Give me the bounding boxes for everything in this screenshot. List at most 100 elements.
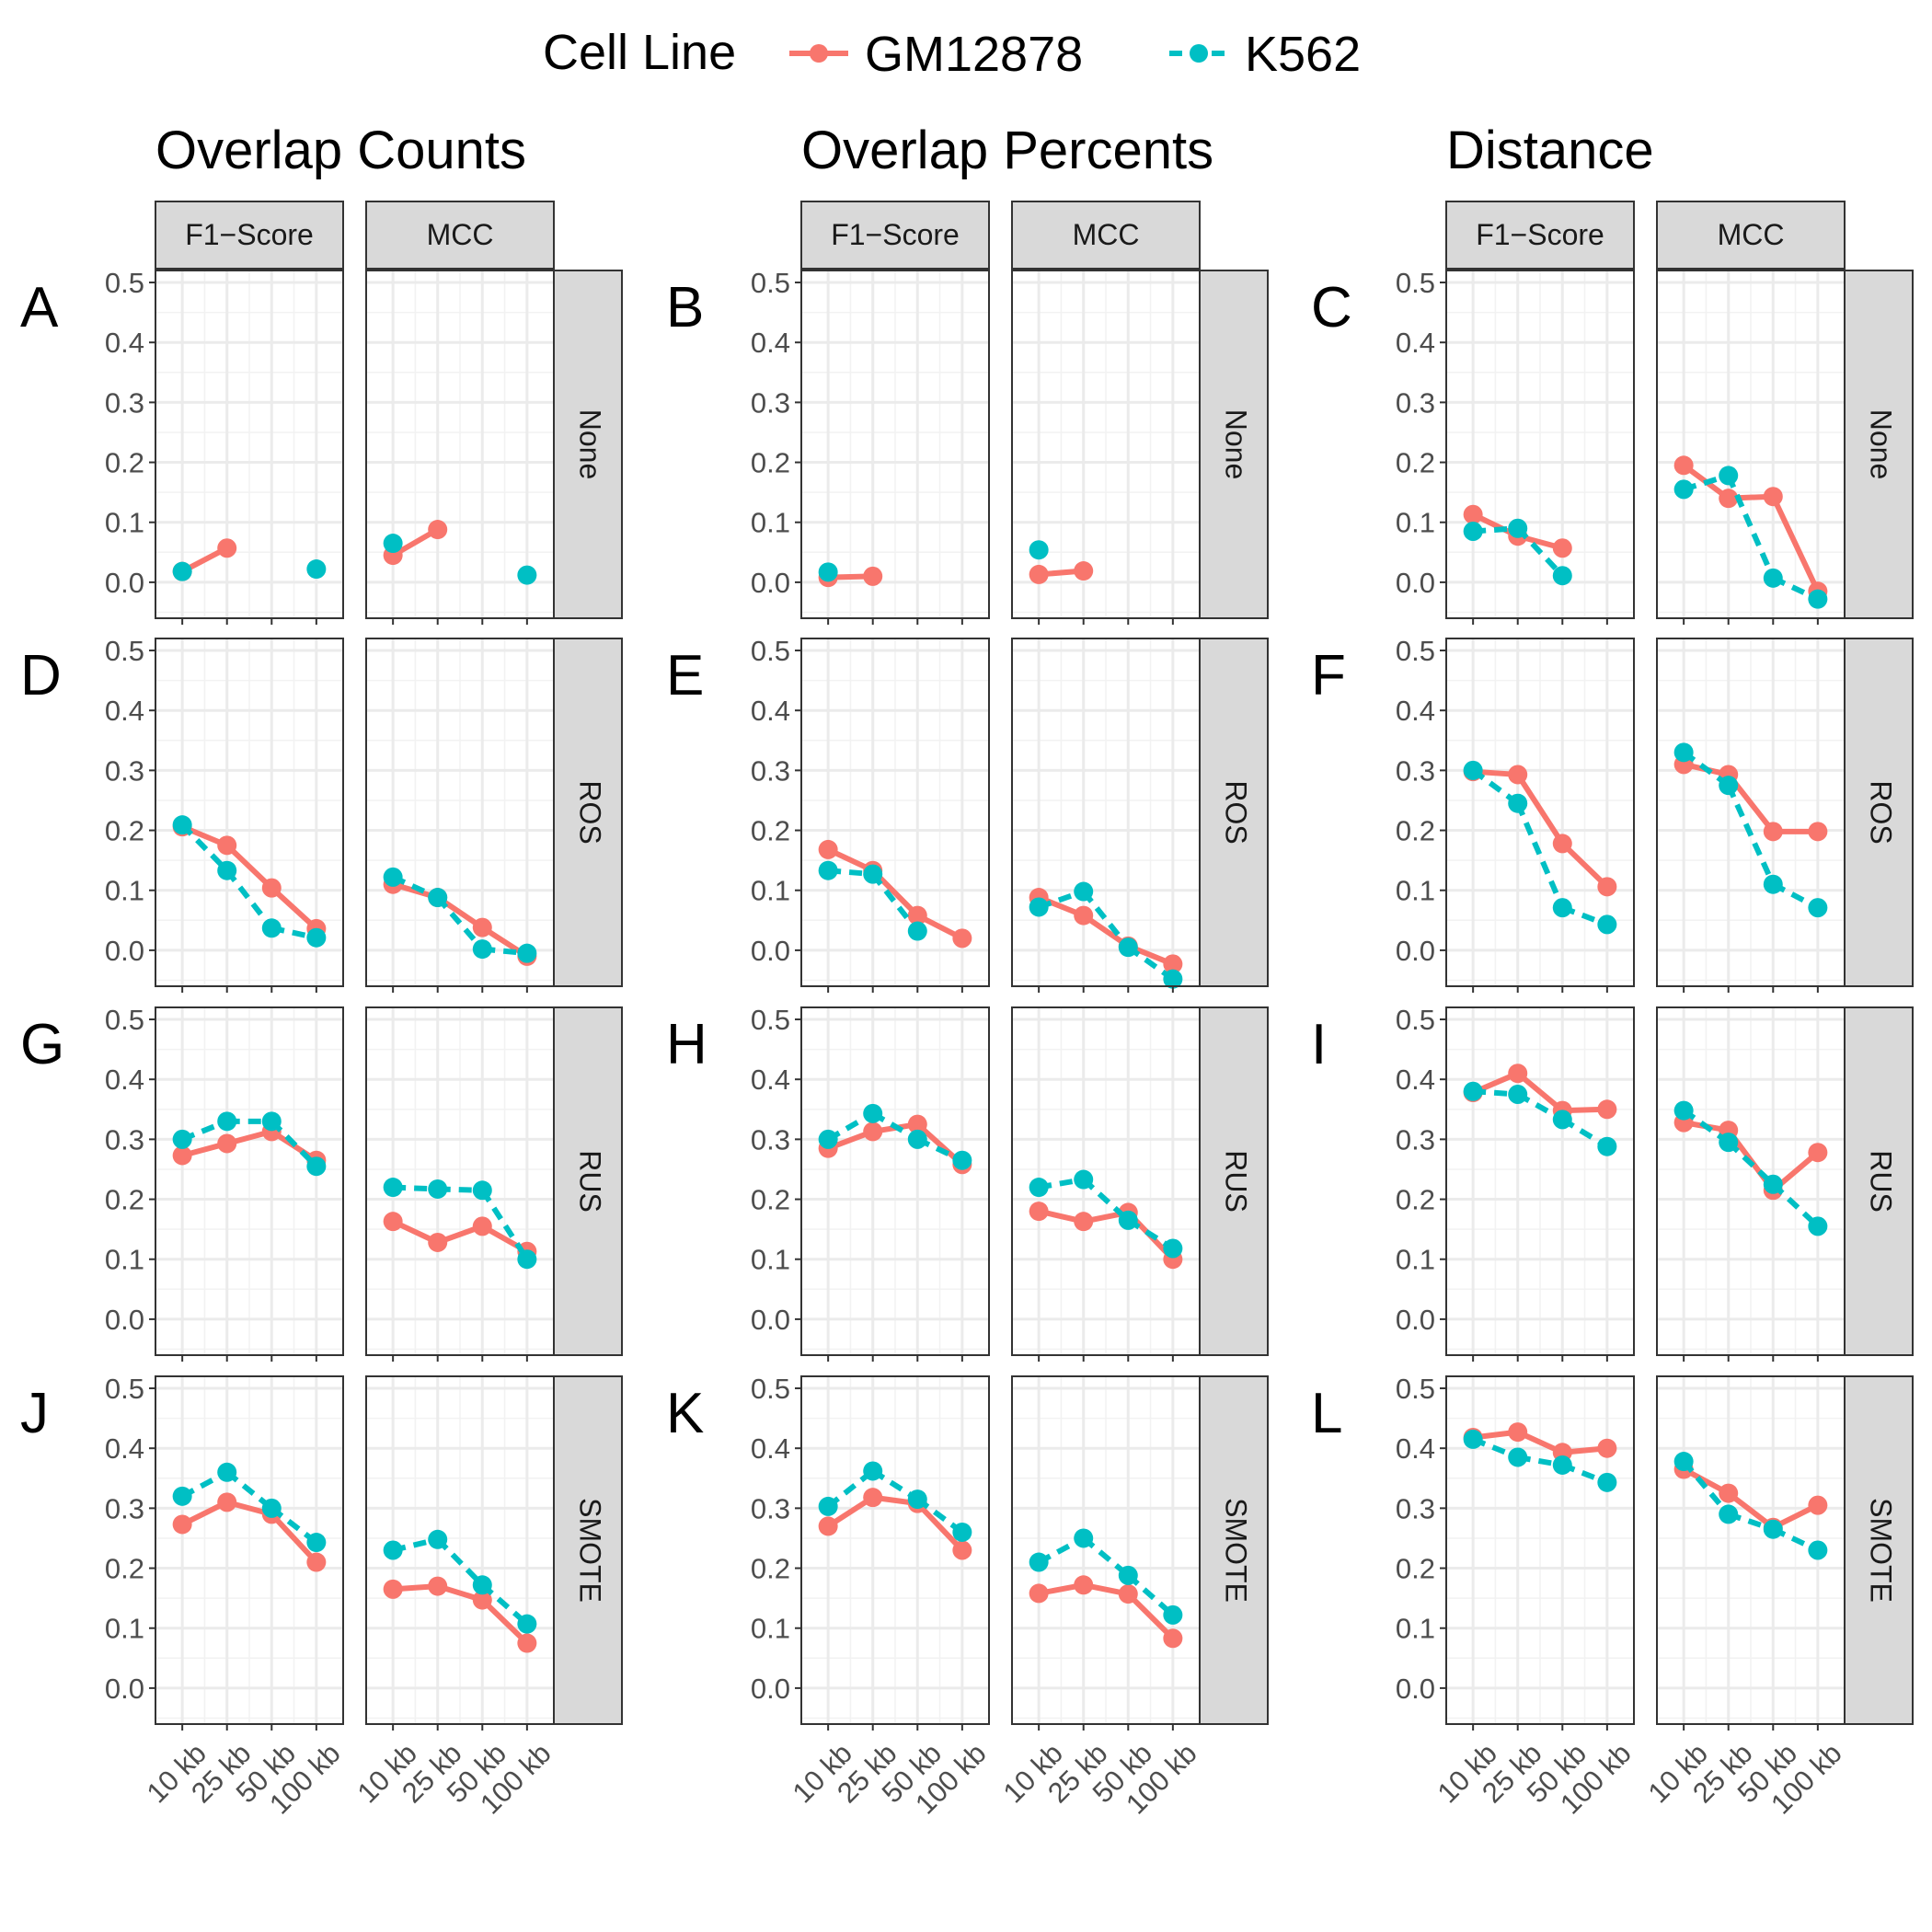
row-strip: [553, 270, 623, 619]
data-point: [1808, 1216, 1828, 1236]
series-k562: [818, 1461, 972, 1542]
data-point: [517, 565, 537, 585]
y-tick-label: 0.4: [105, 327, 144, 359]
series-k562: [1463, 1081, 1617, 1156]
data-point: [1763, 874, 1783, 894]
panel: [1011, 270, 1201, 625]
series-line-segment: [1560, 841, 1609, 889]
y-tick-label: 0.5: [751, 635, 790, 667]
data-point: [1074, 905, 1094, 926]
panel-border: [800, 1006, 990, 1356]
panel-border: [155, 1006, 344, 1356]
data-point: [1597, 1472, 1617, 1492]
series-k562: [383, 1178, 537, 1270]
data-point: [818, 1516, 838, 1536]
data-point: [472, 1575, 492, 1595]
data-point: [818, 1496, 838, 1516]
y-tick-label: 0.3: [751, 1123, 790, 1156]
data-point: [1074, 1528, 1094, 1548]
data-point: [1673, 1452, 1694, 1472]
series-line-segment: [1515, 526, 1565, 578]
series-line-segment: [870, 872, 920, 933]
group-2: Distance F1−Score MCC: [1445, 121, 1846, 270]
y-tick-label: 0.4: [1396, 695, 1435, 727]
data-point: [818, 839, 838, 859]
y-tick-label: 0.4: [1396, 327, 1435, 359]
series-k562: [818, 1103, 972, 1170]
data-point: [261, 1498, 282, 1518]
y-tick-label: 0.3: [105, 754, 144, 787]
data-point: [1719, 1133, 1739, 1153]
data-point: [1673, 479, 1694, 500]
y-tick-label: 0.0: [1396, 1304, 1435, 1336]
panel-letter: L: [1311, 1382, 1342, 1445]
data-point: [1763, 822, 1783, 842]
row-strip: [1844, 270, 1914, 619]
y-tick-label: 0.2: [751, 1553, 790, 1585]
data-point: [952, 1540, 972, 1560]
data-point: [383, 1579, 403, 1599]
panel: 0.0 0.1 0.2 0.3 0.4 0.5: [105, 635, 344, 993]
data-point: [1597, 1099, 1617, 1120]
y-tick-label: 0.0: [1396, 1673, 1435, 1705]
series-line-segment: [1514, 802, 1566, 909]
y-tick-label: 0.3: [105, 1123, 144, 1156]
data-point: [1719, 489, 1739, 509]
panel-letter: K: [666, 1382, 704, 1445]
y-tick-label: 0.3: [1396, 754, 1435, 787]
y-tick-label: 0.4: [1396, 1432, 1435, 1465]
panel-letter: I: [1311, 1013, 1327, 1076]
y-tick-label: 0.1: [751, 507, 790, 539]
data-point: [428, 1232, 448, 1252]
panel: [1656, 638, 1846, 993]
series-k562: [1463, 760, 1617, 935]
panel: 0.0 0.1 0.2 0.3 0.4 0.5: [751, 635, 990, 993]
row-strip-label: ROS: [574, 780, 607, 844]
series-line-segment: [270, 1512, 319, 1565]
series-line-segment: [479, 1189, 530, 1261]
panel: 0.0 0.1 0.2 0.3 0.4 0.5: [105, 267, 344, 625]
data-point: [1808, 1143, 1828, 1163]
legend-key-point: [810, 44, 828, 63]
series-line-segment: [1081, 1535, 1131, 1578]
series-line-segment: [1771, 1182, 1820, 1229]
row-strip: [553, 638, 623, 987]
data-point: [428, 888, 448, 908]
y-tick-label: 0.5: [751, 1004, 790, 1036]
data-point: [1029, 1583, 1049, 1604]
y-tick-label: 0.0: [105, 935, 144, 967]
series-k562: [818, 562, 838, 582]
data-point: [428, 520, 448, 540]
data-point: [1719, 1504, 1739, 1524]
y-tick-label: 0.1: [1396, 1244, 1435, 1276]
y-tick-label: 0.4: [105, 1064, 144, 1096]
data-point: [1508, 765, 1528, 785]
data-point: [472, 1216, 492, 1236]
y-tick-label: 0.5: [105, 1004, 144, 1036]
data-point: [217, 860, 237, 880]
column-strip-label: MCC: [1718, 218, 1785, 251]
series-line-segment: [1681, 1459, 1731, 1516]
series-line-segment: [1515, 1071, 1565, 1113]
y-tick-label: 0.3: [1396, 386, 1435, 419]
panel-border: [1445, 1375, 1635, 1725]
data-point: [1118, 937, 1138, 958]
y-tick-label: 0.0: [751, 935, 790, 967]
y-tick-label: 0.2: [1396, 815, 1435, 847]
panel-border: [1445, 270, 1635, 619]
data-point: [306, 1156, 327, 1177]
row-strip-label: ROS: [1220, 780, 1253, 844]
data-point: [1029, 564, 1049, 584]
data-point: [1163, 1628, 1183, 1649]
legend-title: Cell Line: [543, 25, 736, 80]
data-point: [472, 917, 492, 937]
data-point: [1029, 540, 1049, 560]
row-strip-label: RUS: [1220, 1150, 1253, 1213]
data-point: [863, 1121, 883, 1142]
series-line-segment: [224, 843, 274, 891]
data-point: [907, 921, 927, 941]
y-tick-label: 0.2: [751, 447, 790, 479]
y-tick-label: 0.5: [105, 635, 144, 667]
